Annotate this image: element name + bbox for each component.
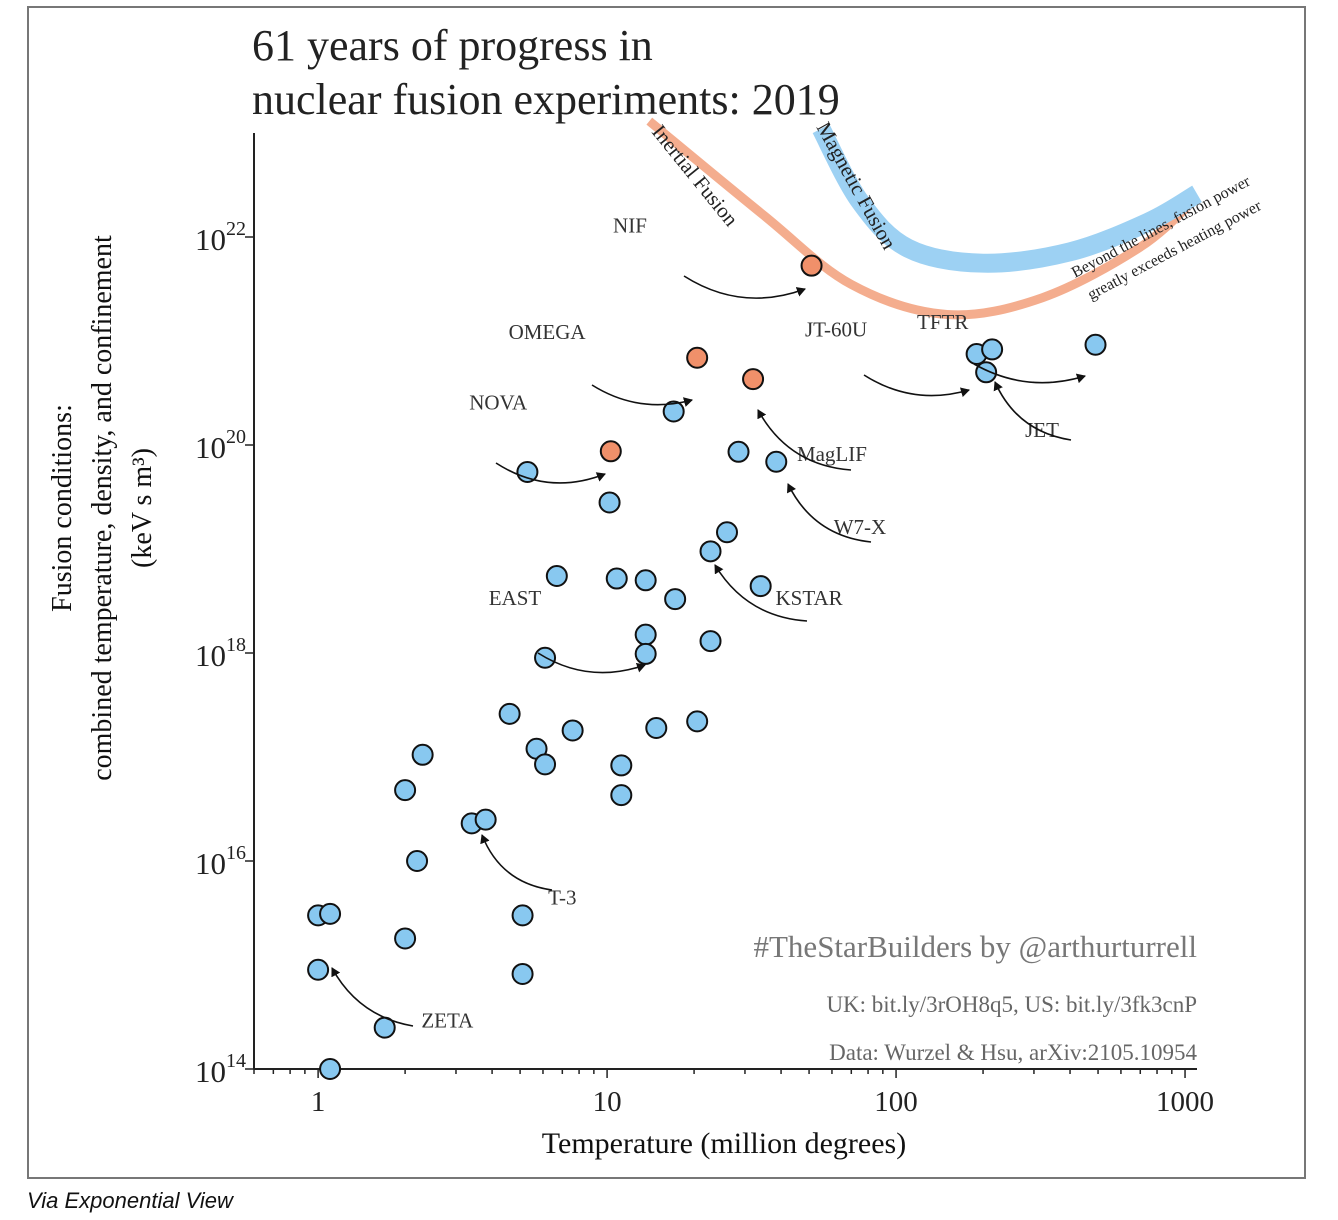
- magnetic-fusion-point: [605, 567, 628, 590]
- annotation-arrow: [591, 384, 693, 407]
- magnetic-fusion-point: [319, 1058, 342, 1080]
- magnetic-fusion-point: [411, 743, 434, 766]
- magnetic-fusion-point: [610, 784, 633, 807]
- y-axis-label-line-1: Fusion conditions:: [47, 404, 78, 612]
- magnetic-fusion-point: [498, 702, 521, 725]
- inertial-fusion-point: [800, 254, 823, 277]
- chart-title-line-1: 61 years of progress in: [252, 21, 653, 70]
- magnetic-fusion-band: [812, 124, 1202, 273]
- magnetic-fusion-point: [699, 540, 722, 563]
- annotation-label: T-3: [548, 886, 576, 910]
- y-tick-label: 10: [195, 638, 226, 673]
- x-tick-label: 10: [593, 1086, 622, 1118]
- annotation-arrow: [495, 462, 606, 484]
- magnetic-fusion-point: [662, 400, 685, 423]
- band-labels: Inertial Fusion Magnetic Fusion Beyond t…: [647, 118, 1265, 304]
- annotation-label: NIF: [613, 214, 647, 238]
- magnetic-fusion-point: [534, 753, 557, 776]
- magnetic-fusion-point: [1084, 333, 1107, 356]
- credit-hashtag: #TheStarBuilders by @arthurturrell: [754, 929, 1198, 964]
- annotation-label: EAST: [489, 586, 542, 610]
- magnetic-fusion-point: [545, 565, 568, 588]
- figure-frame: 61 years of progress in nuclear fusion e…: [27, 6, 1306, 1179]
- y-axis-label: Fusion conditions: combined temperature,…: [47, 235, 158, 781]
- magnetic-fusion-point: [749, 575, 772, 598]
- magnetic-fusion-point: [981, 338, 1004, 361]
- annotation-label: ZETA: [421, 1009, 474, 1033]
- inertial-fusion-label: Inertial Fusion: [647, 120, 743, 231]
- annotation-label: JET: [1025, 418, 1059, 442]
- magnetic-fusion-point: [975, 361, 998, 384]
- annotation-arrow: [863, 374, 970, 398]
- magnetic-fusion-point: [765, 450, 788, 473]
- y-tick-label: 10: [195, 430, 226, 465]
- magnetic-fusion-point: [634, 623, 657, 646]
- magnetic-fusion-point: [511, 904, 534, 927]
- annotation-label: OMEGA: [509, 320, 587, 344]
- chart-title-line-2: nuclear fusion experiments: 2019: [252, 75, 840, 124]
- y-axis-label-line-3: (keV s m³): [127, 448, 158, 568]
- y-tick-label: 10: [195, 1054, 226, 1089]
- inertial-fusion-point: [742, 368, 765, 391]
- y-tick-exponent: 22: [226, 218, 246, 240]
- annotation-arrow: [714, 564, 808, 622]
- inertial-fusion-point: [686, 346, 709, 369]
- credit-links: UK: bit.ly/3rOH8q5, US: bit.ly/3fk3cnP: [826, 992, 1197, 1017]
- annotation-label: TFTR: [917, 310, 968, 334]
- magnetic-fusion-point: [645, 717, 668, 740]
- annotation-arrow: [683, 275, 806, 299]
- y-tick-label: 10: [195, 222, 226, 257]
- y-tick-exponent: 18: [226, 634, 246, 656]
- image-caption: Via Exponential View: [27, 1188, 233, 1213]
- magnetic-fusion-point: [598, 491, 621, 514]
- x-axis-label: Temperature (million degrees): [542, 1127, 906, 1160]
- magnetic-fusion-point: [686, 710, 709, 733]
- threshold-bands: [646, 117, 1202, 320]
- annotation-arrow: [757, 409, 852, 471]
- magnetic-fusion-point: [664, 588, 687, 611]
- magnetic-fusion-point: [727, 440, 750, 463]
- magnetic-fusion-point: [394, 927, 417, 950]
- annotation-label: NOVA: [469, 390, 528, 414]
- annotation-arrow: [537, 652, 646, 674]
- y-tick-label: 10: [195, 846, 226, 881]
- magnetic-fusion-point: [406, 850, 429, 872]
- x-tick-label: 1: [311, 1086, 326, 1118]
- x-tick-label: 1000: [1156, 1086, 1214, 1118]
- magnetic-fusion-point: [394, 779, 417, 802]
- annotation-arrow: [480, 834, 553, 891]
- inertial-fusion-point: [599, 440, 622, 463]
- magnetic-fusion-point: [516, 461, 539, 484]
- magnetic-fusion-point: [634, 569, 657, 592]
- magnetic-fusion-point: [699, 630, 722, 653]
- annotation-arrow: [331, 967, 414, 1027]
- magnetic-fusion-point: [474, 808, 497, 831]
- annotation-arrow: [787, 483, 872, 543]
- magnetic-fusion-point: [561, 719, 584, 742]
- magnetic-fusion-label: Magnetic Fusion: [812, 118, 902, 254]
- y-axis-label-line-2: combined temperature, density, and confi…: [87, 235, 118, 781]
- y-tick-exponent: 16: [226, 842, 246, 864]
- inertial-fusion-band: [646, 117, 1201, 320]
- magnetic-fusion-point: [307, 958, 330, 981]
- y-tick-exponent: 20: [226, 426, 246, 448]
- annotation-arrow: [973, 363, 1086, 384]
- magnetic-fusion-point: [610, 754, 633, 777]
- credit-data-source: Data: Wurzel & Hsu, arXiv:2105.10954: [829, 1040, 1197, 1065]
- magnetic-fusion-point: [716, 521, 739, 544]
- x-tick-label: 100: [874, 1086, 918, 1118]
- annotation-label: JT-60U: [805, 318, 867, 342]
- annotation-arrow: [993, 381, 1072, 441]
- magnetic-fusion-point: [511, 962, 534, 985]
- data-points: [307, 254, 1107, 1080]
- magnetic-fusion-point: [319, 902, 342, 925]
- y-tick-exponent: 14: [226, 1050, 246, 1072]
- annotation-label: KSTAR: [775, 586, 842, 610]
- fusion-scatter-chart: 61 years of progress in nuclear fusion e…: [47, 21, 1265, 1160]
- annotation-label: MagLIF: [797, 442, 867, 466]
- magnetic-fusion-point: [634, 642, 657, 665]
